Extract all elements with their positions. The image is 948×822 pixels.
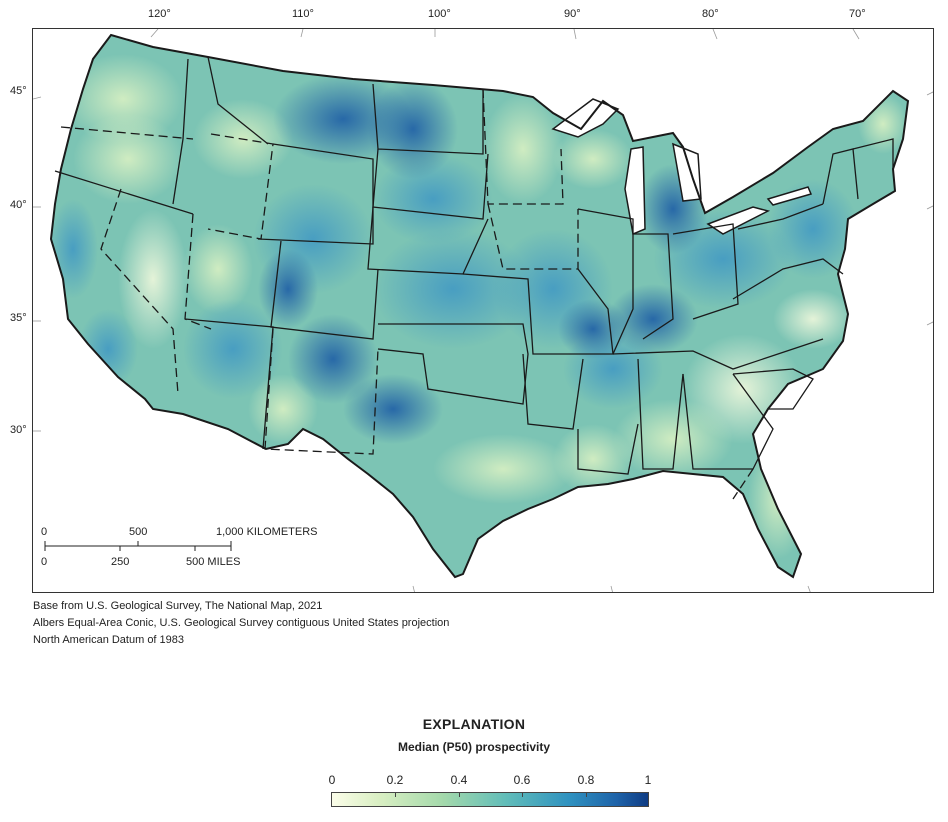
colorbar-label-0.6: 0.6 [513,773,531,787]
latitude-label-40: 40° [10,199,27,211]
state-borders [54,56,894,500]
longitude-label-80: 80° [702,8,719,20]
colorbar-label-1: 1 [644,773,652,787]
scale-bar [44,541,232,551]
colorbar-tick [459,792,460,797]
legend-subtitle: Median (P50) prospectivity [397,740,551,754]
colorbar-tick [586,792,587,797]
scale-mi-250: 250 [111,556,130,568]
colorbar-label-0.2: 0.2 [386,773,404,787]
credit-base: Base from U.S. Geological Survey, The Na… [33,600,323,612]
scale-mi-500: 500 MILES [186,556,241,568]
us-prospectivity-map [33,29,933,592]
scale-km-500: 500 [129,526,148,538]
colorbar-label-0.8: 0.8 [577,773,595,787]
longitude-label-70: 70° [849,8,866,20]
colorbar [331,792,649,807]
latitude-label-45: 45° [10,85,27,97]
scale-km-0: 0 [41,526,48,538]
colorbar-label-0: 0 [328,773,336,787]
credit-datum: North American Datum of 1983 [33,634,185,646]
colorbar-tick [522,792,523,797]
scale-mi-0: 0 [41,556,48,568]
graticule [33,29,933,592]
great-lakes [551,98,813,236]
legend-title: EXPLANATION [422,716,526,732]
longitude-label-90: 90° [564,8,581,20]
colorbar-label-0.4: 0.4 [450,773,468,787]
colorbar-tick [395,792,396,797]
longitude-label-100: 100° [428,8,451,20]
credit-projection: Albers Equal-Area Conic, U.S. Geological… [33,617,450,629]
map-frame: 0 500 1,000 KILOMETERS 0 250 500 MILES [32,28,934,593]
scale-km-1000: 1,000 KILOMETERS [216,526,318,538]
longitude-label-110: 110° [292,8,314,20]
latitude-label-30: 30° [10,424,27,436]
longitude-label-120: 120° [148,8,171,20]
latitude-label-35: 35° [10,312,27,324]
